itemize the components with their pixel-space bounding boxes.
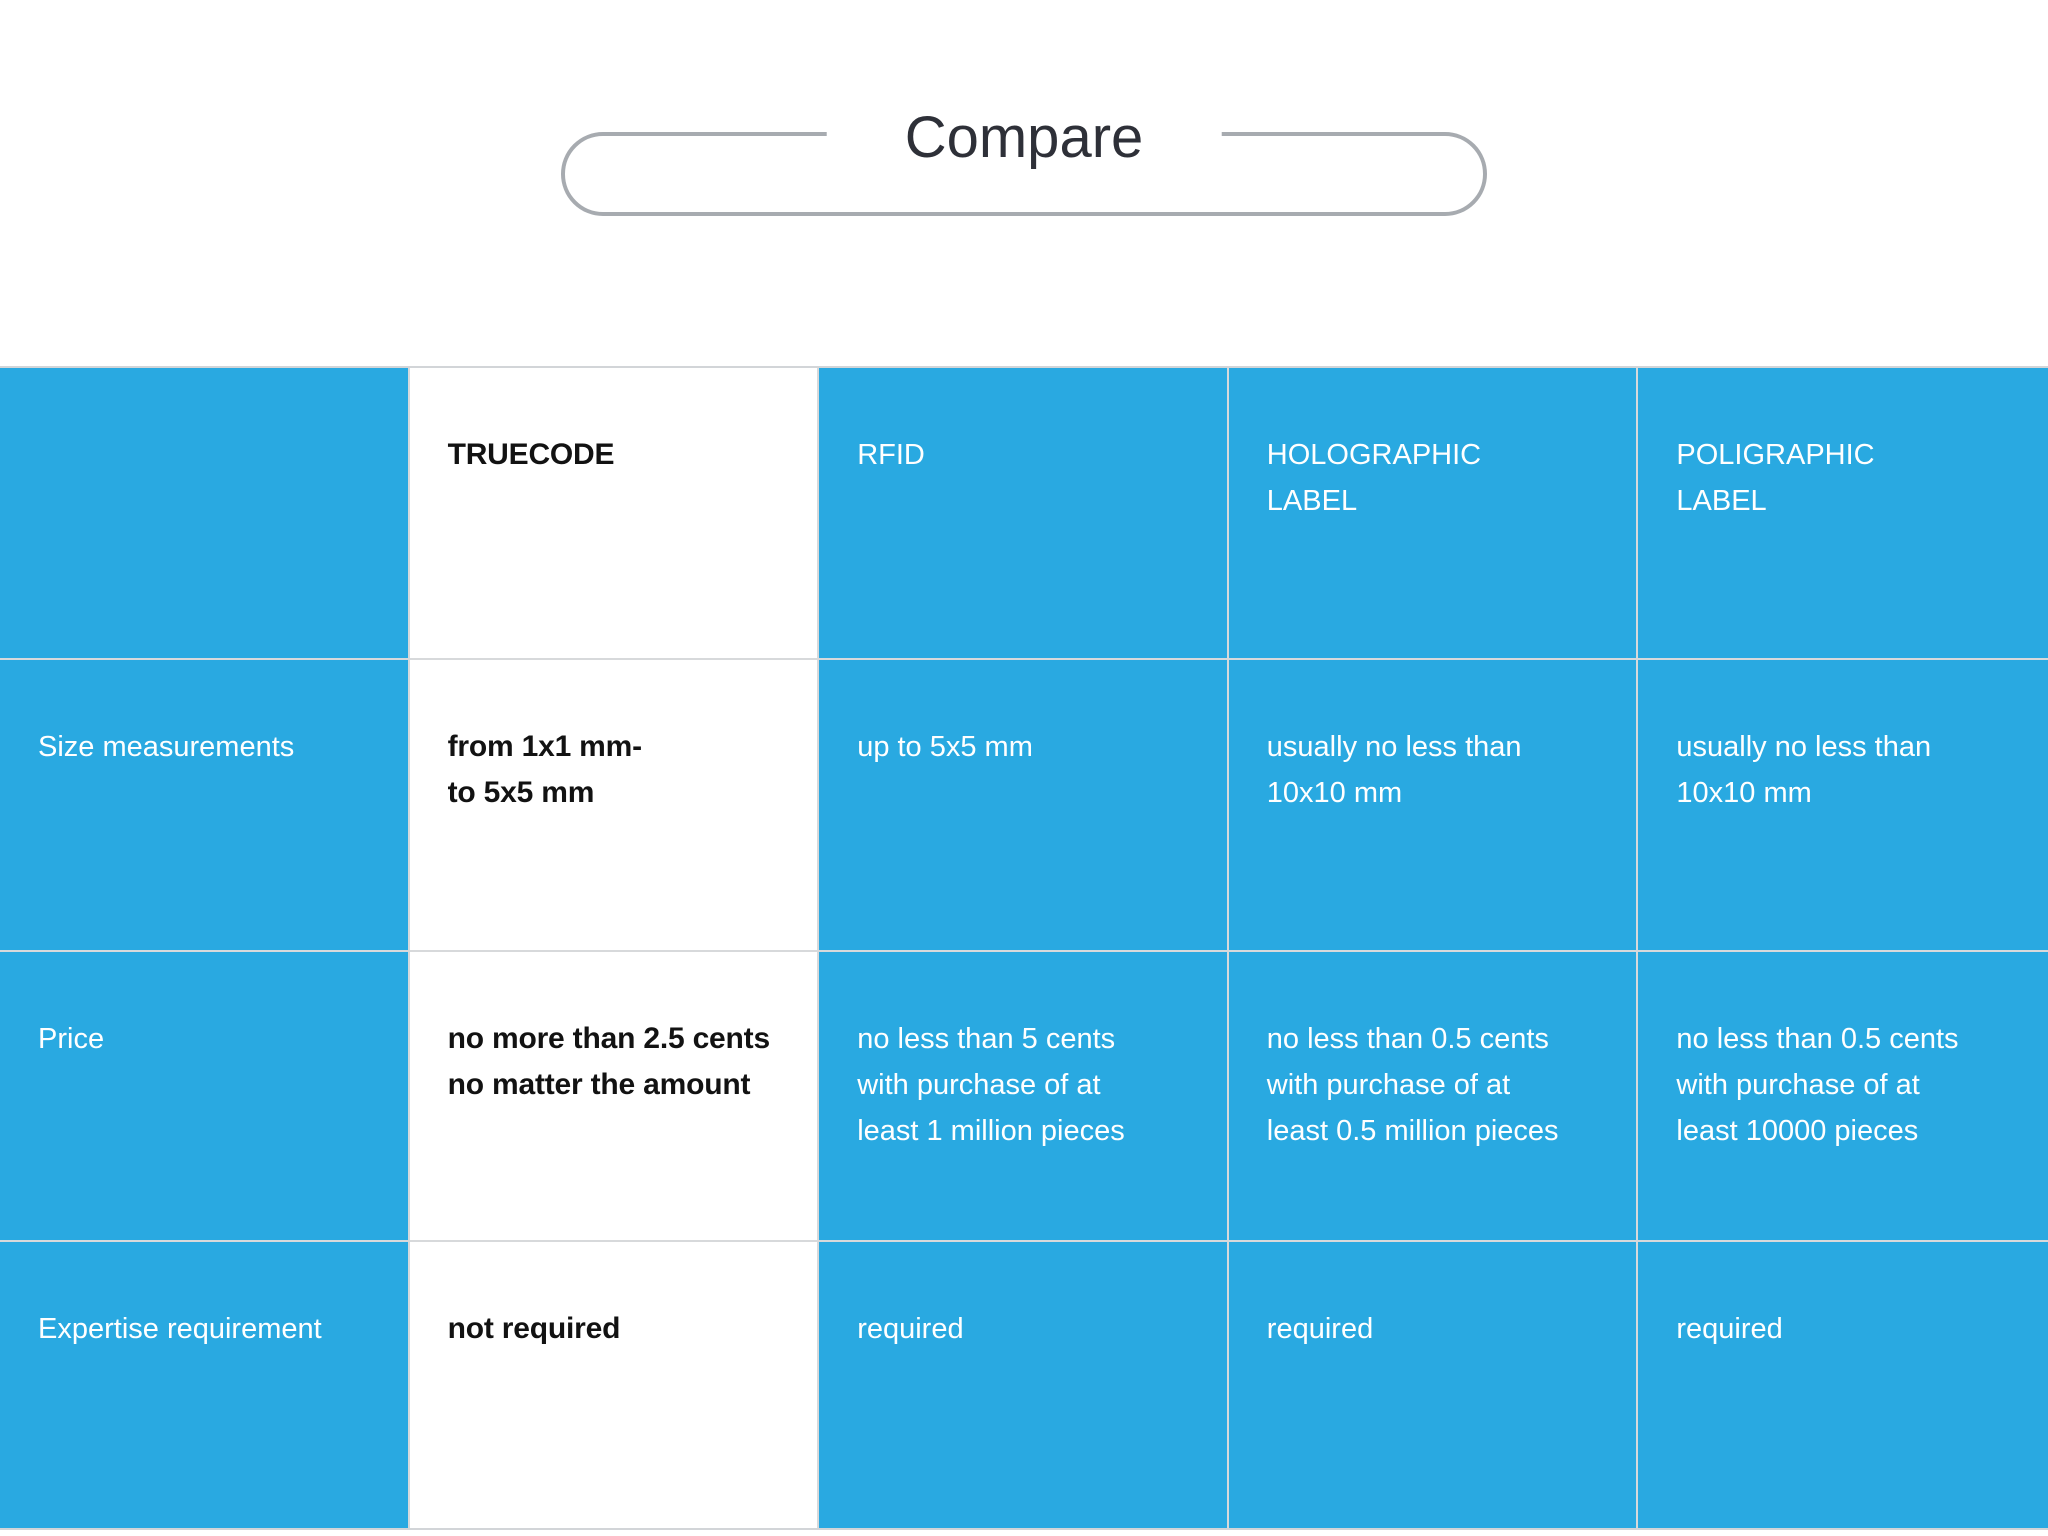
cell-expertise-holographic: required bbox=[1228, 1242, 1639, 1528]
cell-size-rfid: up to 5x5 mm bbox=[819, 660, 1229, 952]
page-title: Compare bbox=[826, 107, 1222, 169]
compare-pill-outline: Compare bbox=[561, 107, 1487, 216]
table-header-row: TRUECODE RFID HOLOGRAPHIC LABEL POLIGRAP… bbox=[0, 368, 2048, 660]
row-label-expertise: Expertise requirement bbox=[0, 1242, 410, 1528]
cell-price-holographic: no less than 0.5 cents with purchase of … bbox=[1228, 952, 1639, 1242]
cell-expertise-rfid: required bbox=[819, 1242, 1229, 1528]
header-cell-poligraphic: POLIGRAPHIC LABEL bbox=[1638, 368, 2048, 660]
cell-size-truecode: from 1x1 mm- to 5x5 mm bbox=[409, 660, 820, 952]
header-cell-truecode: TRUECODE bbox=[409, 368, 820, 660]
header-cell-rfid: RFID bbox=[819, 368, 1229, 660]
cell-size-holographic: usually no less than 10x10 mm bbox=[1228, 660, 1639, 952]
cell-expertise-truecode: not required bbox=[409, 1242, 820, 1528]
cell-price-rfid: no less than 5 cents with purchase of at… bbox=[819, 952, 1229, 1242]
comparison-table: TRUECODE RFID HOLOGRAPHIC LABEL POLIGRAP… bbox=[0, 366, 2048, 1530]
header-cell-holographic: HOLOGRAPHIC LABEL bbox=[1228, 368, 1639, 660]
table-row-expertise: Expertise requirement not required requi… bbox=[0, 1242, 2048, 1528]
row-label-price: Price bbox=[0, 952, 410, 1242]
cell-price-truecode: no more than 2.5 cents no matter the amo… bbox=[409, 952, 820, 1242]
cell-expertise-poligraphic: required bbox=[1638, 1242, 2048, 1528]
table-row-price: Price no more than 2.5 cents no matter t… bbox=[0, 952, 2048, 1242]
cell-price-poligraphic: no less than 0.5 cents with purchase of … bbox=[1638, 952, 2048, 1242]
header-cell-empty bbox=[0, 368, 410, 660]
table-row-size-measurements: Size measurements from 1x1 mm- to 5x5 mm… bbox=[0, 660, 2048, 952]
row-label-size-measurements: Size measurements bbox=[0, 660, 410, 952]
cell-size-poligraphic: usually no less than 10x10 mm bbox=[1638, 660, 2048, 952]
